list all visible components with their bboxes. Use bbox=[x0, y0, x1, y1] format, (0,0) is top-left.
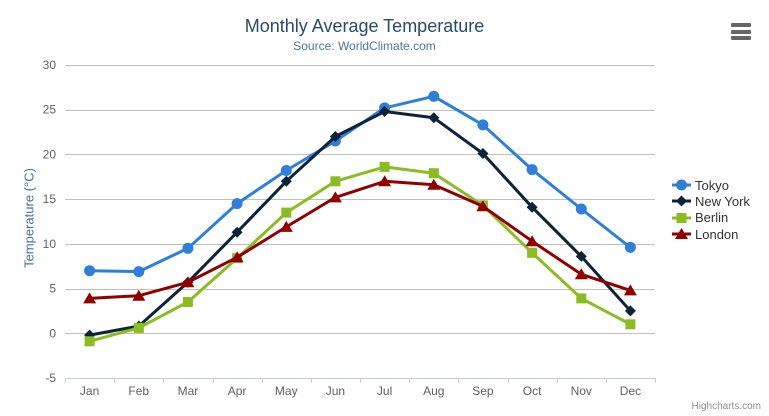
marker-london[interactable] bbox=[328, 191, 342, 203]
legend-symbol-berlin[interactable] bbox=[676, 212, 687, 223]
legend-marker-new-york bbox=[672, 195, 691, 207]
hamburger-icon bbox=[731, 36, 751, 40]
y-tick-label: 30 bbox=[43, 58, 57, 72]
legend-symbol-london[interactable] bbox=[675, 228, 688, 240]
credits-link[interactable]: Highcharts.com bbox=[691, 401, 761, 412]
y-tick-label: 15 bbox=[43, 192, 57, 206]
legend-item-tokyo[interactable]: Tokyo bbox=[672, 177, 750, 193]
marker-tokyo[interactable] bbox=[575, 203, 587, 215]
marker-berlin[interactable] bbox=[84, 336, 95, 347]
series-line-berlin bbox=[88, 165, 632, 343]
x-tick-label: Sep bbox=[472, 384, 494, 398]
marker-new-york[interactable] bbox=[329, 131, 341, 142]
export-menu-button[interactable] bbox=[731, 23, 751, 40]
marker-berlin[interactable] bbox=[379, 161, 390, 172]
hamburger-icon bbox=[731, 29, 751, 34]
marker-tokyo[interactable] bbox=[182, 242, 194, 254]
legend-marker-tokyo bbox=[672, 179, 691, 191]
chart-title: Monthly Average Temperature bbox=[244, 16, 485, 36]
x-tick-label: Jun bbox=[326, 384, 345, 398]
series-line-new-york bbox=[88, 110, 632, 337]
marker-london[interactable] bbox=[623, 284, 637, 296]
marker-tokyo[interactable] bbox=[84, 265, 96, 277]
legend-label: London bbox=[695, 226, 739, 242]
legend-marker-london bbox=[672, 228, 691, 240]
y-tick-label: -5 bbox=[45, 371, 56, 385]
legend-symbol-new-york[interactable] bbox=[676, 195, 687, 207]
chart-subtitle: Source: WorldClimate.com bbox=[293, 39, 436, 53]
marker-tokyo[interactable] bbox=[231, 198, 243, 210]
x-tick-label: Mar bbox=[178, 384, 199, 398]
x-tick-label: Nov bbox=[571, 384, 592, 398]
marker-tokyo[interactable] bbox=[624, 241, 636, 253]
marker-berlin[interactable] bbox=[625, 319, 636, 330]
marker-tokyo[interactable] bbox=[280, 165, 292, 176]
legend-item-london[interactable]: London bbox=[672, 226, 750, 242]
marker-berlin[interactable] bbox=[133, 322, 144, 333]
y-tick-label: 20 bbox=[43, 147, 57, 161]
marker-london[interactable] bbox=[181, 276, 195, 288]
legend-label: Berlin bbox=[695, 210, 729, 226]
marker-new-york[interactable] bbox=[526, 201, 538, 213]
marker-berlin[interactable] bbox=[576, 293, 587, 304]
x-tick-label: Dec bbox=[620, 384, 641, 398]
legend-label: New York bbox=[695, 193, 750, 209]
marker-london[interactable] bbox=[574, 268, 588, 280]
x-tick-label: Jul bbox=[377, 384, 392, 398]
marker-london[interactable] bbox=[427, 178, 441, 190]
marker-new-york[interactable] bbox=[379, 106, 391, 117]
marker-london[interactable] bbox=[230, 251, 244, 263]
marker-new-york[interactable] bbox=[231, 226, 243, 238]
y-tick-label: 25 bbox=[43, 103, 57, 117]
marker-new-york[interactable] bbox=[428, 112, 440, 124]
marker-tokyo[interactable] bbox=[428, 90, 440, 102]
marker-berlin[interactable] bbox=[281, 207, 292, 218]
marker-tokyo[interactable] bbox=[526, 164, 538, 176]
marker-london[interactable] bbox=[83, 292, 97, 304]
marker-tokyo[interactable] bbox=[477, 119, 489, 131]
hamburger-icon bbox=[731, 23, 751, 27]
legend-symbol-tokyo[interactable] bbox=[676, 179, 687, 191]
marker-berlin[interactable] bbox=[182, 297, 193, 307]
y-tick-label: 0 bbox=[49, 326, 56, 340]
y-tick-label: 10 bbox=[43, 237, 57, 251]
x-tick-label: Apr bbox=[228, 384, 247, 398]
marker-london[interactable] bbox=[525, 235, 539, 247]
marker-new-york[interactable] bbox=[280, 175, 292, 187]
marker-berlin[interactable] bbox=[428, 168, 439, 179]
legend: Tokyo New York Berlin London bbox=[672, 177, 750, 242]
legend-marker-berlin bbox=[672, 212, 691, 223]
marker-london[interactable] bbox=[378, 175, 392, 187]
marker-new-york[interactable] bbox=[624, 305, 636, 317]
x-tick-label: Oct bbox=[523, 384, 542, 398]
x-tick-label: Aug bbox=[423, 384, 444, 398]
x-tick-label: Jan bbox=[80, 384, 99, 398]
marker-london[interactable] bbox=[132, 289, 146, 301]
series-line-london bbox=[88, 179, 632, 300]
marker-london[interactable] bbox=[476, 200, 490, 212]
legend-item-new-york[interactable]: New York bbox=[672, 193, 750, 209]
x-tick-label: Feb bbox=[128, 384, 149, 398]
y-tick-label: 5 bbox=[49, 282, 56, 296]
marker-new-york[interactable] bbox=[477, 148, 489, 159]
legend-label: Tokyo bbox=[695, 177, 729, 193]
marker-berlin[interactable] bbox=[330, 176, 341, 187]
marker-tokyo[interactable] bbox=[133, 266, 145, 278]
marker-london[interactable] bbox=[279, 220, 293, 232]
marker-berlin[interactable] bbox=[527, 247, 538, 258]
x-tick-label: May bbox=[275, 384, 298, 398]
legend-item-berlin[interactable]: Berlin bbox=[672, 210, 750, 226]
marker-new-york[interactable] bbox=[575, 250, 587, 262]
